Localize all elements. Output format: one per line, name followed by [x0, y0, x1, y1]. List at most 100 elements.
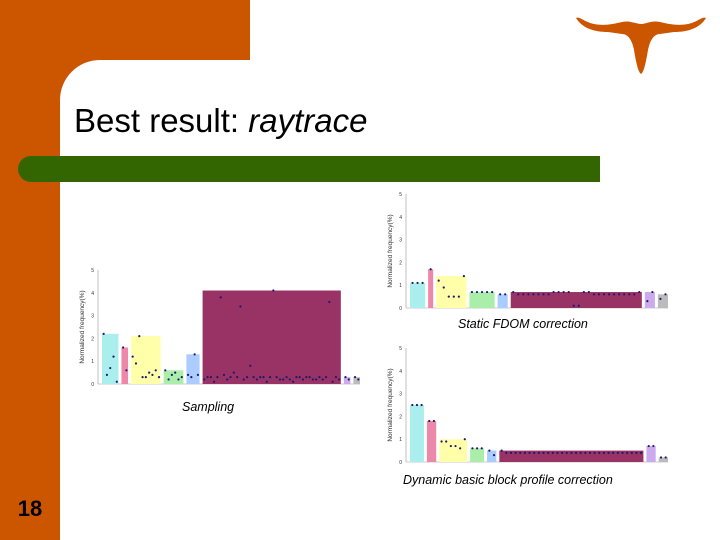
y-tick-label: 3	[399, 392, 402, 398]
series-bar	[163, 370, 184, 384]
data-point	[157, 376, 161, 379]
y-axis-label: Normalized frequency(%)	[387, 368, 394, 441]
data-point	[138, 335, 141, 338]
data-point	[567, 290, 570, 294]
slide-number: 18	[17, 496, 43, 521]
data-point	[193, 353, 196, 356]
data-point	[537, 451, 540, 454]
data-point	[475, 290, 479, 294]
data-point	[565, 451, 568, 454]
data-point	[449, 444, 452, 448]
data-point	[109, 366, 112, 370]
data-point	[245, 376, 249, 379]
data-point	[633, 293, 636, 296]
data-point	[262, 376, 265, 379]
data-point	[560, 451, 564, 454]
data-point	[552, 290, 555, 294]
data-point	[607, 451, 610, 454]
data-point	[440, 440, 443, 443]
data-point	[528, 451, 531, 454]
data-point	[285, 376, 288, 379]
page-title: Best result: raytrace	[74, 102, 367, 140]
data-point	[318, 376, 321, 379]
y-tick-label: 1	[91, 359, 94, 365]
data-point	[421, 281, 424, 285]
data-point	[593, 451, 596, 454]
sampling-chart: 0 1 2 3 4 5 Normalized frequency(%)	[79, 268, 360, 388]
data-point	[164, 369, 167, 372]
data-point	[321, 378, 324, 381]
data-point	[428, 419, 431, 423]
series-bar	[426, 420, 437, 462]
data-point	[174, 371, 177, 374]
data-point	[429, 268, 432, 271]
y-tick-label: 0	[399, 460, 402, 466]
data-point	[492, 454, 496, 457]
data-point	[616, 451, 619, 454]
data-point	[547, 451, 550, 454]
data-point	[646, 300, 649, 303]
data-point	[584, 451, 587, 454]
data-point	[457, 295, 460, 298]
series-bar	[353, 377, 360, 384]
data-point	[148, 371, 151, 374]
data-point	[533, 451, 536, 454]
series-bar	[186, 354, 200, 384]
data-point	[295, 376, 298, 379]
data-point	[618, 293, 621, 296]
data-point	[265, 380, 268, 383]
data-point	[598, 451, 601, 454]
data-point	[252, 376, 255, 379]
data-point	[259, 376, 262, 379]
y-tick-label: 1	[399, 437, 402, 443]
data-point	[500, 449, 503, 452]
data-point	[105, 373, 109, 376]
data-point	[222, 373, 226, 376]
data-point	[587, 290, 590, 294]
data-point	[626, 451, 629, 454]
data-point	[134, 362, 138, 365]
data-point	[480, 447, 483, 450]
y-axis-label: Normalized frequency(%)	[79, 290, 86, 363]
series-bar	[410, 405, 424, 462]
data-point	[209, 376, 212, 379]
data-point	[308, 376, 311, 379]
data-point	[532, 293, 535, 296]
data-point	[607, 293, 611, 296]
data-point	[556, 451, 559, 454]
data-point	[592, 293, 596, 296]
y-tick-label: 5	[399, 346, 402, 352]
data-point	[582, 290, 585, 294]
data-point	[488, 449, 491, 452]
data-point	[411, 403, 414, 407]
y-tick-label: 3	[91, 314, 94, 320]
data-point	[249, 364, 252, 367]
data-point	[602, 293, 606, 296]
data-point	[328, 300, 331, 304]
data-point	[537, 293, 540, 296]
data-point	[186, 373, 190, 376]
data-point	[588, 451, 592, 454]
data-point	[551, 451, 554, 454]
left-orange-band	[0, 0, 60, 540]
data-point	[324, 376, 328, 379]
data-point	[664, 456, 667, 459]
data-point	[170, 373, 173, 376]
data-point	[167, 378, 170, 381]
data-point	[621, 451, 624, 454]
data-point	[315, 378, 318, 381]
data-point	[517, 293, 520, 296]
data-point	[203, 378, 206, 381]
series-bar	[131, 336, 161, 384]
static-fdom-caption: Static FDOM correction	[458, 317, 588, 331]
data-point	[236, 376, 239, 379]
y-tick-label: 0	[91, 382, 94, 388]
series-bar	[343, 377, 351, 384]
series-bar	[644, 292, 655, 308]
data-point	[647, 444, 650, 448]
data-point	[216, 376, 219, 379]
data-point	[447, 295, 450, 298]
data-point	[463, 438, 466, 441]
data-point	[522, 293, 525, 296]
data-point	[347, 378, 350, 381]
